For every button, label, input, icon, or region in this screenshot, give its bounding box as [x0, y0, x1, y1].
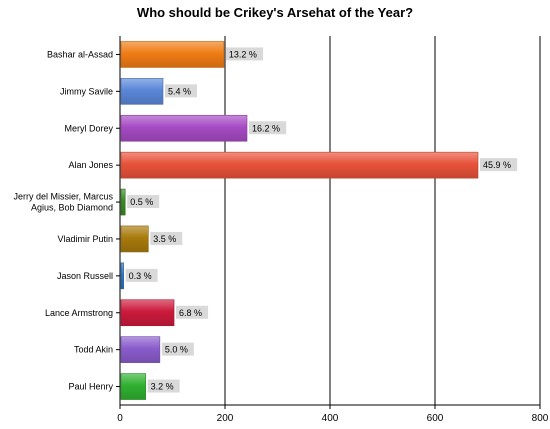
data-label-background [150, 231, 183, 245]
data-label: 5.4 % [168, 86, 191, 96]
x-tick-label: 400 [322, 413, 339, 424]
category-label: Paul Henry [68, 382, 113, 392]
data-label: 45.9 % [483, 160, 511, 170]
category-label: Lance Armstrong [45, 308, 113, 318]
bar [120, 299, 175, 327]
data-label-background [225, 47, 264, 61]
bar [120, 225, 149, 253]
chart-title: Who should be Crikey's Arsehat of the Ye… [136, 5, 414, 20]
bar [120, 373, 146, 400]
data-label-background [127, 195, 160, 209]
data-label-background [147, 379, 180, 393]
bar [120, 336, 161, 363]
bar [120, 114, 248, 142]
category-label: Jason Russell [57, 271, 113, 281]
data-label-background [161, 342, 194, 356]
category-label: Jimmy Savile [60, 86, 113, 96]
data-label-background [125, 268, 158, 282]
data-label: 3.2 % [151, 382, 174, 392]
bars [120, 41, 479, 400]
bar [120, 262, 124, 290]
data-label: 6.8 % [179, 308, 202, 318]
x-tick-label: 600 [427, 413, 444, 424]
data-label: 0.3 % [129, 271, 152, 281]
labels: 0 200 400 600 800 Bashar al-Assad 13.2 % Jimmy … [13, 47, 549, 424]
bar [120, 41, 225, 68]
category-label: Meryl Dorey [64, 123, 113, 133]
bar [120, 78, 164, 105]
category-label: Todd Akin [74, 345, 113, 355]
data-label: 3.5 % [153, 234, 176, 244]
x-tick-label: 200 [217, 413, 234, 424]
bar [120, 151, 479, 179]
data-label-background [249, 121, 287, 135]
category-label: Alan Jones [68, 160, 113, 170]
data-label-background [165, 84, 197, 98]
grid-lines [224, 36, 541, 405]
x-tick-label: 800 [532, 413, 549, 424]
category-label: Jerry del Missier, Marcus Agius, Bob Diam… [13, 192, 113, 213]
data-label: 16.2 % [252, 123, 280, 133]
bar [120, 188, 126, 216]
x-tick-label: 0 [117, 413, 123, 424]
data-label: 13.2 % [229, 49, 257, 59]
category-label: Bashar al-Assad [47, 49, 113, 59]
data-label: 0.5 % [130, 197, 153, 207]
category-label: Vladimir Putin [57, 234, 113, 244]
data-label-background [176, 305, 209, 319]
data-label: 5.0 % [165, 345, 188, 355]
axes [116, 36, 541, 409]
data-label-background [480, 158, 518, 172]
